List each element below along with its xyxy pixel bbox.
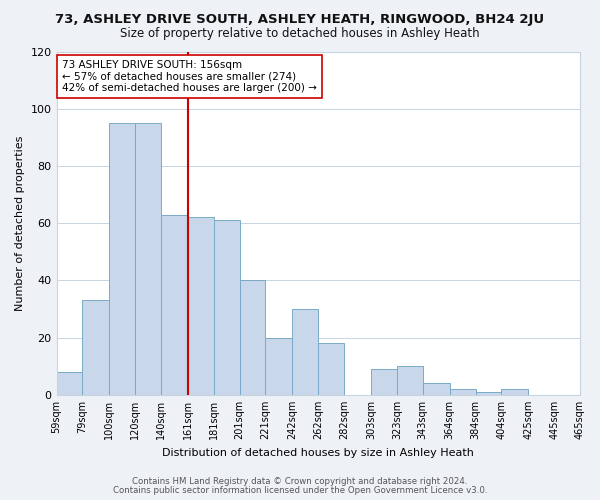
Text: Size of property relative to detached houses in Ashley Heath: Size of property relative to detached ho… xyxy=(120,28,480,40)
Text: 73 ASHLEY DRIVE SOUTH: 156sqm
← 57% of detached houses are smaller (274)
42% of : 73 ASHLEY DRIVE SOUTH: 156sqm ← 57% of d… xyxy=(62,60,317,94)
Text: Contains HM Land Registry data © Crown copyright and database right 2024.: Contains HM Land Registry data © Crown c… xyxy=(132,477,468,486)
Bar xyxy=(214,220,239,395)
Bar xyxy=(82,300,109,395)
Text: 73, ASHLEY DRIVE SOUTH, ASHLEY HEATH, RINGWOOD, BH24 2JU: 73, ASHLEY DRIVE SOUTH, ASHLEY HEATH, RI… xyxy=(55,12,545,26)
Bar xyxy=(423,384,450,395)
Bar xyxy=(292,309,318,395)
Bar xyxy=(239,280,265,395)
Bar xyxy=(56,372,82,395)
Bar xyxy=(109,123,135,395)
Bar xyxy=(188,218,214,395)
Bar xyxy=(502,389,529,395)
Bar xyxy=(476,392,502,395)
Y-axis label: Number of detached properties: Number of detached properties xyxy=(15,136,25,311)
Bar xyxy=(135,123,161,395)
Bar xyxy=(161,214,188,395)
Bar xyxy=(318,344,344,395)
Text: Contains public sector information licensed under the Open Government Licence v3: Contains public sector information licen… xyxy=(113,486,487,495)
Bar xyxy=(371,369,397,395)
Bar xyxy=(397,366,423,395)
X-axis label: Distribution of detached houses by size in Ashley Heath: Distribution of detached houses by size … xyxy=(163,448,474,458)
Bar xyxy=(265,338,292,395)
Bar xyxy=(450,389,476,395)
